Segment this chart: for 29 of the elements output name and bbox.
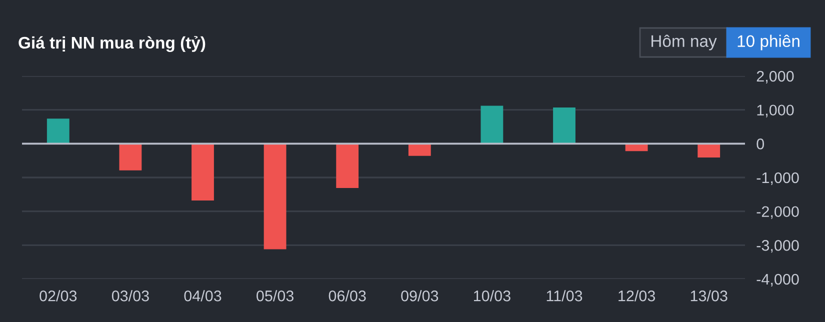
- y-tick-label: -2,000: [756, 206, 799, 219]
- x-tick-label: 13/03: [690, 290, 728, 302]
- y-tick-label: -3,000: [756, 240, 799, 253]
- x-tick-label: 05/03: [256, 290, 294, 302]
- y-tick-label: 1,000: [757, 104, 794, 118]
- chart-title: Giá trị NN mua ròng (tỷ): [18, 36, 206, 52]
- bar: [336, 144, 359, 188]
- bar: [192, 144, 214, 201]
- text: 10 phiên: [738, 34, 800, 50]
- text: Hôm nay: [652, 34, 717, 50]
- bar: [46, 118, 70, 144]
- bar: [553, 107, 576, 144]
- bar: [119, 144, 142, 170]
- x-tick-label: 06/03: [328, 290, 366, 302]
- x-tick-label: 11/03: [546, 290, 582, 302]
- bar: [264, 144, 286, 250]
- bar: [698, 144, 720, 158]
- x-tick-label: 12/03: [618, 290, 655, 302]
- x-tick-label: 02/03: [40, 290, 77, 302]
- bar: [408, 144, 431, 156]
- x-tick-label: 10/03: [474, 290, 510, 302]
- x-tick-label: 03/03: [112, 290, 149, 302]
- y-tick-label: -4,000: [756, 274, 799, 286]
- y-tick-label: 0: [756, 138, 764, 150]
- x-tick-label: 09/03: [401, 290, 438, 302]
- bar: [480, 106, 504, 144]
- y-tick-label: -1,000: [756, 172, 799, 185]
- y-tick-label: 2,000: [756, 70, 794, 84]
- x-tick-label: 04/03: [184, 290, 222, 302]
